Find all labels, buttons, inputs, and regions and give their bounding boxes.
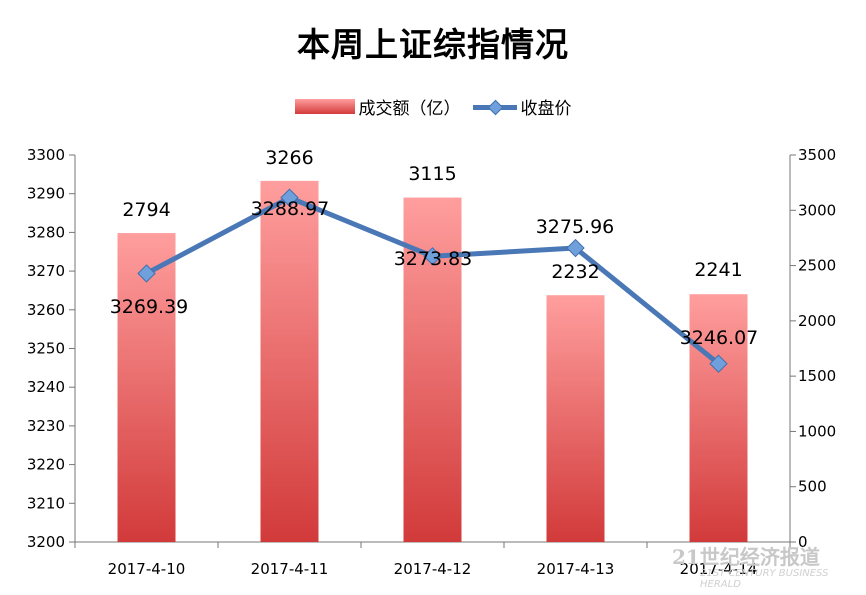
data-label-close-price: 3273.83 (394, 248, 473, 270)
y-left-tick-label: 3290 (27, 185, 65, 203)
legend-line-swatch (472, 99, 517, 115)
y-right-tick-label: 3500 (798, 146, 836, 164)
x-tick-label: 2017-4-10 (108, 560, 186, 578)
data-label-turnover: 2241 (694, 259, 742, 281)
y-right-tick-label: 1500 (798, 367, 836, 385)
x-tick-label: 2017-4-13 (537, 560, 615, 578)
marker-close-price (423, 247, 442, 266)
chart-title: 本周上证综指情况 (297, 25, 569, 64)
y-right-tick-label: 3000 (798, 201, 836, 219)
data-label-turnover: 3115 (408, 163, 456, 185)
y-left-tick-label: 3210 (27, 494, 65, 512)
y-left-tick-label: 3220 (27, 456, 65, 474)
y-left-tick-label: 3230 (27, 417, 65, 435)
bars-group (117, 180, 748, 543)
y-left-tick-label: 3300 (27, 146, 65, 164)
legend-bar-swatch (294, 99, 355, 114)
data-label-turnover: 2232 (551, 261, 599, 283)
marker-close-price (137, 264, 156, 283)
x-tick-label: 2017-4-11 (251, 560, 329, 578)
bar-turnover (546, 295, 605, 542)
data-label-turnover: 3266 (265, 147, 313, 169)
data-label-close-price: 3288.97 (251, 198, 330, 220)
y-right-tick-label: 2500 (798, 257, 836, 275)
axes-group: 3200 3210 3220 3230 3240 3250 3260 3270 3280 3290… (27, 146, 836, 578)
legend-label-turnover: 成交额（亿） (358, 99, 461, 119)
y-right-tick-label: 500 (798, 478, 827, 496)
data-label-close-price: 3269.39 (110, 296, 189, 318)
line-group (137, 188, 728, 373)
marker-close-price (566, 238, 585, 258)
legend-item-close: 收盘价 (472, 94, 572, 119)
legend: 成交额（亿） 收盘价 (0, 94, 866, 119)
x-tick-label: 2017-4-14 (680, 560, 758, 578)
data-labels-group: 2794 3266 3115 2232 2241 3269.39 3288.97 3273.8… (110, 147, 759, 349)
y-right-tick-label: 1000 (798, 422, 836, 440)
y-left-tick-label: 3250 (27, 340, 65, 358)
bar-turnover (689, 294, 748, 542)
x-tick-label: 2017-4-12 (394, 560, 472, 578)
watermark-subtext: 21ST CENTURY BUSINESS HERALD (700, 568, 829, 590)
y-left-tick-label: 3240 (27, 378, 65, 396)
y-right-tick-label: 2000 (798, 312, 836, 330)
legend-item-turnover: 成交额（亿） (294, 94, 461, 119)
marker-close-price (709, 354, 728, 373)
y-left-tick-label: 3280 (27, 223, 65, 241)
y-left-tick-label: 3200 (27, 533, 65, 551)
data-label-turnover: 2794 (122, 199, 170, 221)
marker-close-price (280, 188, 299, 207)
data-label-close-price: 3246.07 (680, 327, 759, 349)
legend-label-close: 收盘价 (520, 99, 572, 119)
data-label-close-price: 3275.96 (536, 216, 615, 238)
bar-turnover (117, 233, 176, 543)
y-right-tick-label: 0 (798, 533, 808, 551)
y-left-tick-label: 3270 (27, 262, 65, 280)
bar-turnover (260, 180, 319, 542)
watermark-logo: 21世纪经济报道 (672, 545, 820, 569)
y-left-tick-label: 3260 (27, 301, 65, 319)
